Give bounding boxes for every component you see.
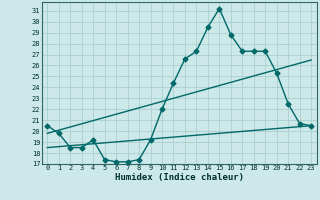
- X-axis label: Humidex (Indice chaleur): Humidex (Indice chaleur): [115, 173, 244, 182]
